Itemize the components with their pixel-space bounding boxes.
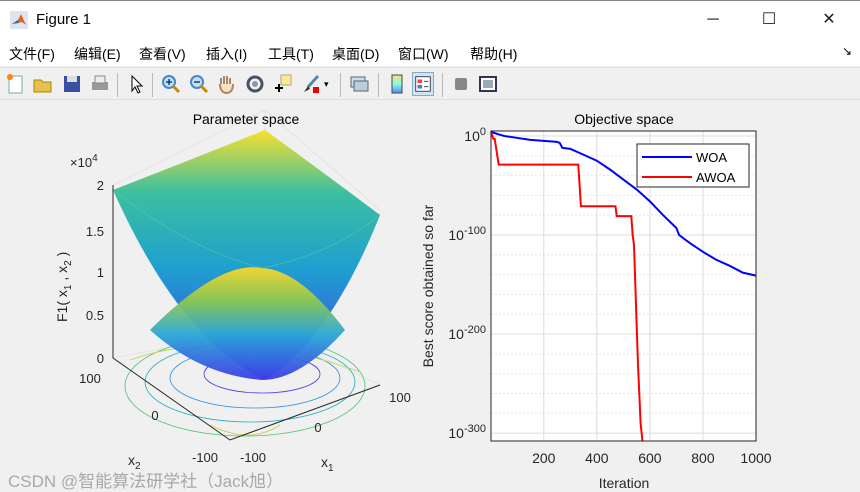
maximize-button[interactable]: ☐ (761, 11, 777, 28)
toolbar: ▾ (0, 67, 860, 100)
z-tick: 1.5 (86, 224, 104, 239)
menu-window[interactable]: 窗口(W) (398, 46, 449, 62)
legend-label-woa: WOA (696, 150, 727, 165)
axes-lines (112, 185, 381, 441)
z-axis-label: F1( x1 , x2 ) (54, 252, 74, 322)
new-figure-icon[interactable] (5, 72, 27, 96)
menu-insert[interactable]: 插入(I) (206, 46, 248, 62)
series-line-woa (490, 131, 757, 277)
minimize-button[interactable]: ─ (707, 11, 719, 28)
menu-bar: 文件(F) 编辑(E) 查看(V) 插入(I) 工具(T) 桌面(D) 窗口(W… (0, 38, 860, 66)
x-tick-label: 200 (532, 450, 556, 466)
zoom-in-icon[interactable] (160, 72, 182, 96)
show-plot-tools-icon[interactable] (477, 72, 499, 96)
svg-text:0: 0 (314, 420, 321, 435)
open-file-icon[interactable] (32, 72, 54, 96)
z-tick: 1 (97, 265, 104, 280)
legend[interactable]: WOA AWOA (636, 143, 750, 188)
pointer-icon[interactable] (125, 72, 147, 96)
z-tick-labels: 0 0.5 1 1.5 2 (86, 178, 104, 366)
link-plot-icon[interactable] (348, 72, 370, 96)
x-tick-label: 800 (691, 450, 715, 466)
print-icon[interactable] (89, 72, 111, 96)
parameter-space-plot[interactable]: Parameter space 0 0.5 1 1.5 2 ×104 F1( x… (0, 100, 430, 472)
svg-text:100: 100 (79, 371, 101, 386)
watermark: CSDN @智能算法研学社（Jack旭） (8, 472, 284, 491)
z-tick: 0 (97, 351, 104, 366)
zoom-out-icon[interactable] (188, 72, 210, 96)
save-icon[interactable] (61, 72, 83, 96)
menu-edit[interactable]: 编辑(E) (74, 46, 121, 62)
series-line-awoa (490, 131, 644, 442)
x-axis-label: x1 (321, 454, 334, 472)
x-axis-label: Iteration (599, 475, 650, 491)
menu-view[interactable]: 查看(V) (139, 46, 186, 62)
menu-tools[interactable]: 工具(T) (268, 46, 314, 62)
legend-icon[interactable] (412, 72, 434, 96)
y-axis-label: x2 (128, 452, 141, 472)
hide-plot-tools-icon[interactable] (450, 72, 472, 96)
y-tick-label: 10-100 (448, 225, 486, 243)
objective-space-title: Objective space (574, 111, 674, 127)
axes-box (490, 130, 757, 442)
y-tick-labels: 100 0 -100 (79, 371, 218, 465)
z-exponent-label: ×104 (70, 153, 98, 170)
parameter-space-title: Parameter space (193, 111, 300, 127)
brush-icon[interactable] (300, 72, 322, 96)
data-cursor-icon[interactable] (272, 72, 294, 96)
colorbar-icon[interactable] (386, 72, 408, 96)
surface-front (150, 267, 345, 380)
x-tick-label: 400 (585, 450, 609, 466)
z-tick: 2 (97, 178, 104, 193)
y-tick-label: 10-200 (448, 324, 486, 342)
menu-file[interactable]: 文件(F) (9, 46, 55, 62)
x-tick-labels: -100 0 100 (240, 390, 411, 465)
objective-space-plot[interactable]: Objective space 200 400 600 800 1000 100 10-1… (420, 100, 860, 492)
pan-hand-icon[interactable] (216, 72, 238, 96)
svg-text:-100: -100 (240, 450, 266, 465)
x-tick-label: 1000 (740, 450, 771, 466)
window-title: Figure 1 (36, 11, 92, 28)
menu-dock-icon[interactable]: ↘ (842, 44, 853, 58)
legend-label-awoa: AWOA (696, 170, 736, 185)
menu-help[interactable]: 帮助(H) (470, 46, 518, 62)
y-tick-label: 10-300 (448, 423, 486, 441)
svg-text:100: 100 (389, 390, 411, 405)
brush-dropdown-icon[interactable]: ▾ (324, 79, 329, 89)
y-axis-label: Best score obtained so far (420, 204, 436, 367)
menu-desktop[interactable]: 桌面(D) (332, 46, 380, 62)
close-button[interactable]: ✕ (822, 11, 836, 28)
x-tick-label: 600 (638, 450, 662, 466)
svg-text:-100: -100 (192, 450, 218, 465)
rotate-3d-icon[interactable] (244, 72, 266, 96)
y-tick-label: 100 (464, 126, 486, 144)
series-lines (490, 131, 757, 442)
svg-text:0: 0 (151, 408, 158, 423)
title-bar: Figure 1 ─ ☐ ✕ (0, 0, 860, 38)
matlab-logo-icon (10, 11, 28, 29)
z-tick: 0.5 (86, 308, 104, 323)
